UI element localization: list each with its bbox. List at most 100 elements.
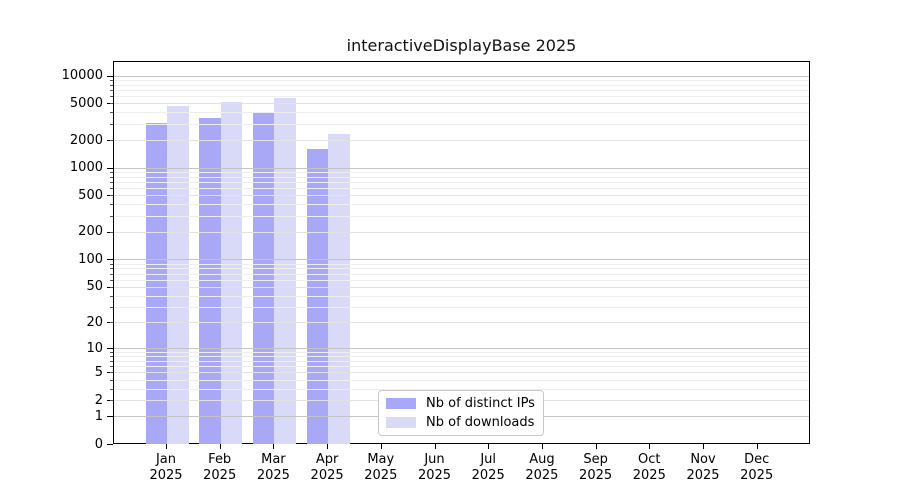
y-tick-label-500: 500 <box>78 187 103 203</box>
bar-nb-of-downloads-jan-2025 <box>167 105 189 444</box>
y-minor-tick-900 <box>110 171 113 173</box>
gridline-200 <box>114 231 809 233</box>
x-tick-jun <box>434 444 436 449</box>
x-tick-jan <box>166 444 167 449</box>
x-tick-label-dec: Dec 2025 <box>740 452 774 483</box>
gridline-minor-8000 <box>114 84 809 86</box>
gridline-minor-9 <box>114 351 809 353</box>
y-tick-label-2: 2 <box>94 392 103 408</box>
y-minor-tick-8 <box>110 356 113 358</box>
gridline-100 <box>114 259 809 261</box>
y-minor-tick-5 <box>110 372 113 374</box>
gridline-minor-7000 <box>114 89 809 91</box>
y-minor-tick-30 <box>110 306 113 308</box>
gridline-1000 <box>114 167 809 169</box>
x-tick-label-apr: Apr 2025 <box>310 452 344 483</box>
gridline-5 <box>114 372 809 374</box>
y-minor-tick-50 <box>110 286 113 288</box>
gridline-minor-4000 <box>114 112 809 114</box>
y-minor-tick-600 <box>110 188 113 190</box>
y-minor-tick-4 <box>110 379 113 381</box>
legend: Nb of distinct IPs Nb of downloads <box>378 390 544 436</box>
x-tick-label-sep: Sep 2025 <box>579 452 613 483</box>
gridline-20 <box>114 322 809 324</box>
gridline-minor-60 <box>114 279 809 281</box>
y-minor-tick-400 <box>110 204 113 206</box>
x-tick-label-aug: Aug 2025 <box>525 452 559 483</box>
y-minor-tick-9 <box>110 351 113 353</box>
x-tick-label-jul: Jul 2025 <box>471 452 505 483</box>
y-minor-tick-6000 <box>110 96 113 98</box>
y-tick-label-1: 1 <box>94 408 103 424</box>
gridline-minor-700 <box>114 181 809 183</box>
gridline-minor-80 <box>114 268 809 270</box>
chart-title: interactiveDisplayBase 2025 <box>346 36 577 55</box>
y-tick-label-100: 100 <box>78 251 103 267</box>
gridline-minor-900 <box>114 171 809 173</box>
legend-label-downloads: Nb of downloads <box>426 414 535 430</box>
y-minor-tick-4000 <box>110 112 113 114</box>
gridline-minor-90 <box>114 263 809 265</box>
y-minor-tick-500 <box>110 195 113 197</box>
y-tick-label-200: 200 <box>78 224 103 240</box>
gridline-500 <box>114 195 809 197</box>
bar-nb-of-distinct-ips-feb-2025 <box>199 117 221 444</box>
gridline-minor-40 <box>114 295 809 297</box>
x-tick-feb <box>219 444 221 449</box>
gridline-minor-4 <box>114 379 809 381</box>
x-tick-aug <box>541 444 543 449</box>
y-tick-label-20: 20 <box>86 314 103 330</box>
x-tick-label-jan: Jan 2025 <box>149 452 183 483</box>
y-tick-10 <box>107 348 113 350</box>
bar-nb-of-downloads-mar-2025 <box>274 98 296 444</box>
y-minor-tick-7000 <box>110 89 113 91</box>
y-minor-tick-9000 <box>110 79 113 81</box>
x-tick-nov <box>703 444 704 449</box>
legend-swatch-distinct-ips <box>386 398 416 409</box>
x-tick-mar <box>273 444 275 449</box>
gridline-5000 <box>114 103 809 105</box>
x-tick-label-jun: Jun 2025 <box>417 452 452 483</box>
y-minor-tick-800 <box>110 176 113 178</box>
y-tick-label-0: 0 <box>94 436 103 452</box>
x-tick-apr <box>327 444 329 449</box>
gridline-minor-6000 <box>114 96 809 98</box>
y-minor-tick-7 <box>110 360 113 362</box>
y-minor-tick-80 <box>110 268 113 270</box>
legend-swatch-downloads <box>386 417 416 428</box>
gridline-minor-6 <box>114 366 809 368</box>
gridline-minor-8 <box>114 356 809 358</box>
gridline-minor-3000 <box>114 123 809 125</box>
gridline-minor-7 <box>114 360 809 362</box>
y-minor-tick-3000 <box>110 123 113 125</box>
y-minor-tick-200 <box>110 231 113 233</box>
y-tick-10000 <box>107 75 113 77</box>
gridline-50 <box>114 286 809 288</box>
legend-entry-distinct-ips: Nb of distinct IPs <box>386 395 535 411</box>
gridline-10000 <box>114 75 809 77</box>
x-tick-may <box>380 444 382 449</box>
y-tick-label-5000: 5000 <box>69 95 103 111</box>
y-tick-0 <box>107 444 113 445</box>
bar-nb-of-distinct-ips-jan-2025 <box>145 122 167 444</box>
y-minor-tick-5000 <box>110 103 113 105</box>
gridline-minor-400 <box>114 204 809 206</box>
y-minor-tick-6 <box>110 366 113 368</box>
y-minor-tick-8000 <box>110 84 113 86</box>
y-tick-100 <box>107 259 113 261</box>
y-tick-label-5: 5 <box>94 364 103 380</box>
y-minor-tick-90 <box>110 263 113 265</box>
y-minor-tick-2000 <box>110 140 113 142</box>
y-minor-tick-70 <box>110 273 113 275</box>
y-tick-label-2000: 2000 <box>69 132 103 148</box>
x-tick-dec <box>756 444 758 449</box>
legend-label-distinct-ips: Nb of distinct IPs <box>426 395 535 411</box>
plot-area <box>113 61 810 444</box>
y-minor-tick-60 <box>110 279 113 281</box>
gridline-2000 <box>114 140 809 142</box>
gridline-minor-30 <box>114 306 809 308</box>
x-tick-label-oct: Oct 2025 <box>632 452 666 483</box>
y-minor-tick-300 <box>110 215 113 217</box>
x-tick-label-may: May 2025 <box>364 452 398 483</box>
gridline-minor-300 <box>114 215 809 217</box>
